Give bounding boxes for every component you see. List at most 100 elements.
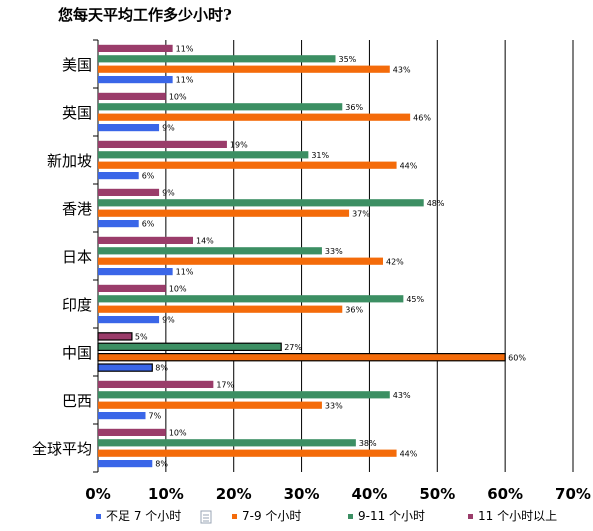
bar <box>98 316 160 324</box>
x-tick-label: 10% <box>148 485 184 503</box>
data-label: 9% <box>162 124 175 133</box>
bar <box>98 295 404 303</box>
data-label: 44% <box>400 449 418 458</box>
bar <box>98 103 343 111</box>
bar <box>98 76 173 84</box>
data-label: 33% <box>325 401 343 410</box>
x-tick-label: 60% <box>487 485 523 503</box>
bar <box>98 124 160 132</box>
bar <box>98 247 322 255</box>
data-label: 7% <box>149 412 162 421</box>
data-label: 44% <box>400 161 418 170</box>
bar <box>98 199 424 207</box>
bar <box>98 44 173 52</box>
data-label: 19% <box>230 141 248 150</box>
bar <box>98 55 336 63</box>
bar <box>97 363 153 372</box>
category-label: 日本 <box>62 248 92 266</box>
legend-label: 9-11 个小时 <box>358 509 425 523</box>
data-label: 10% <box>169 429 187 438</box>
bar <box>98 257 383 265</box>
bar <box>97 342 282 352</box>
bar <box>98 460 153 468</box>
data-label: 42% <box>386 257 404 266</box>
data-label: 35% <box>339 55 357 64</box>
bar <box>98 439 356 447</box>
bar <box>98 428 166 436</box>
legend-swatch <box>96 514 101 519</box>
data-label: 14% <box>196 237 214 246</box>
category-label: 中国 <box>62 344 92 362</box>
category-label: 全球平均 <box>32 440 92 458</box>
x-tick-label: 50% <box>419 485 455 503</box>
bar <box>98 140 227 148</box>
bar <box>98 412 146 420</box>
x-tick-label: 70% <box>555 485 591 503</box>
data-label: 6% <box>142 172 155 181</box>
data-label: 48% <box>427 199 445 208</box>
bar <box>98 391 390 399</box>
bar <box>98 284 166 292</box>
bar <box>98 380 214 388</box>
data-label: 11% <box>176 45 194 54</box>
document-icon <box>200 510 212 524</box>
data-label: 11% <box>176 268 194 277</box>
data-label: 5% <box>135 333 148 342</box>
bar <box>98 113 411 121</box>
data-label: 36% <box>345 103 363 112</box>
legend-label: 7-9 个小时 <box>242 509 301 523</box>
x-tick-label: 40% <box>351 485 387 503</box>
data-label: 45% <box>406 295 424 304</box>
data-label: 9% <box>162 316 175 325</box>
data-label: 43% <box>393 391 411 400</box>
data-label: 10% <box>169 93 187 102</box>
bar <box>98 401 322 409</box>
legend-swatch <box>348 514 353 519</box>
x-tick-label: 0% <box>85 485 110 503</box>
category-label: 英国 <box>62 104 92 122</box>
data-label: 10% <box>169 285 187 294</box>
bar <box>98 172 139 180</box>
legend-label: 不足 7 个小时 <box>106 509 181 523</box>
data-label: 36% <box>345 305 363 314</box>
bar <box>97 332 133 341</box>
data-label: 27% <box>284 343 302 352</box>
legend-swatch <box>468 514 473 519</box>
bar <box>98 151 309 159</box>
data-label: 8% <box>155 460 168 469</box>
data-label: 60% <box>508 353 526 362</box>
category-label: 美国 <box>62 56 92 74</box>
x-tick-label: 20% <box>216 485 252 503</box>
legend-swatch <box>232 514 237 519</box>
bar <box>98 305 343 313</box>
bar <box>98 161 397 169</box>
data-label: 8% <box>155 364 168 373</box>
category-label: 新加坡 <box>47 152 92 170</box>
bar <box>98 449 397 457</box>
data-label: 11% <box>176 76 194 85</box>
bar <box>98 209 350 217</box>
data-label: 17% <box>216 381 234 390</box>
category-label: 香港 <box>62 200 92 218</box>
data-label: 46% <box>413 113 431 122</box>
bar <box>98 220 139 228</box>
category-label: 巴西 <box>62 392 92 410</box>
x-tick-label: 30% <box>284 485 320 503</box>
data-label: 43% <box>393 65 411 74</box>
legend-label: 11 个小时以上 <box>478 509 557 523</box>
data-label: 38% <box>359 439 377 448</box>
bar <box>98 188 160 196</box>
bar <box>98 236 193 244</box>
data-label: 33% <box>325 247 343 256</box>
category-label: 印度 <box>62 296 92 314</box>
bar <box>97 353 506 362</box>
data-label: 37% <box>352 209 370 218</box>
data-label: 31% <box>311 151 329 160</box>
data-label: 9% <box>162 189 175 198</box>
chart-title: 您每天平均工作多少小时? <box>58 6 232 24</box>
data-label: 6% <box>142 220 155 229</box>
bar <box>98 92 166 100</box>
bar <box>98 268 173 276</box>
bar <box>98 65 390 73</box>
